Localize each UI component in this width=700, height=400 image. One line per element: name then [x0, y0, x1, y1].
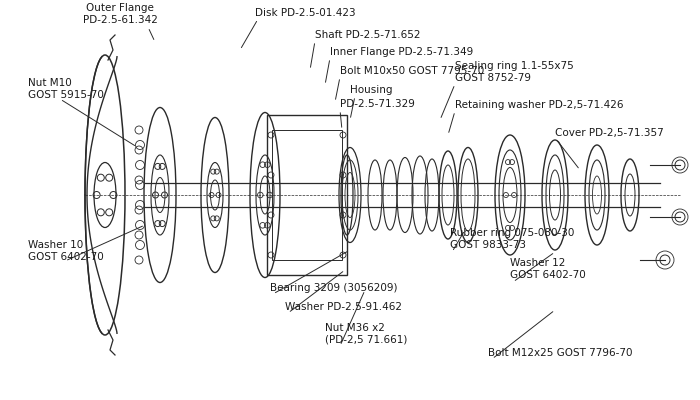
Text: Disk PD-2.5-01.423: Disk PD-2.5-01.423 [255, 8, 356, 18]
Text: Shaft PD-2.5-71.652: Shaft PD-2.5-71.652 [315, 30, 421, 40]
Text: Washer PD-2.5-91.462: Washer PD-2.5-91.462 [285, 302, 402, 312]
Text: Cover PD-2,5-71.357: Cover PD-2,5-71.357 [555, 128, 664, 138]
Text: Bolt M10x50 GOST 7795-70: Bolt M10x50 GOST 7795-70 [340, 66, 484, 76]
Text: Bearing 3209 (3056209): Bearing 3209 (3056209) [270, 283, 398, 293]
Text: Nut M36 x2
(PD-2,5 71.661): Nut M36 x2 (PD-2,5 71.661) [325, 323, 407, 345]
Bar [267, 115, 347, 275]
Text: Outer Flange
PD-2.5-61.342: Outer Flange PD-2.5-61.342 [83, 3, 158, 25]
Bar [272, 130, 342, 260]
Text: Bolt M12x25 GOST 7796-70: Bolt M12x25 GOST 7796-70 [488, 348, 633, 358]
Text: Washer 10
GOST 6402-70: Washer 10 GOST 6402-70 [28, 240, 104, 262]
Text: Inner Flange PD-2.5-71.349: Inner Flange PD-2.5-71.349 [330, 47, 473, 57]
Text: Sealing ring 1.1-55x75
GOST 8752-79: Sealing ring 1.1-55x75 GOST 8752-79 [455, 61, 574, 83]
Text: Retaining washer PD-2,5-71.426: Retaining washer PD-2,5-71.426 [455, 100, 624, 110]
Text: Nut M10
GOST 5915-70: Nut M10 GOST 5915-70 [28, 78, 104, 100]
Text: Washer 12
GOST 6402-70: Washer 12 GOST 6402-70 [510, 258, 586, 280]
Text: Rubber ring 075-080-30
GOST 9833-73: Rubber ring 075-080-30 GOST 9833-73 [450, 228, 575, 250]
Text: Housing: Housing [350, 85, 393, 95]
Text: PD-2.5-71.329: PD-2.5-71.329 [340, 99, 415, 109]
